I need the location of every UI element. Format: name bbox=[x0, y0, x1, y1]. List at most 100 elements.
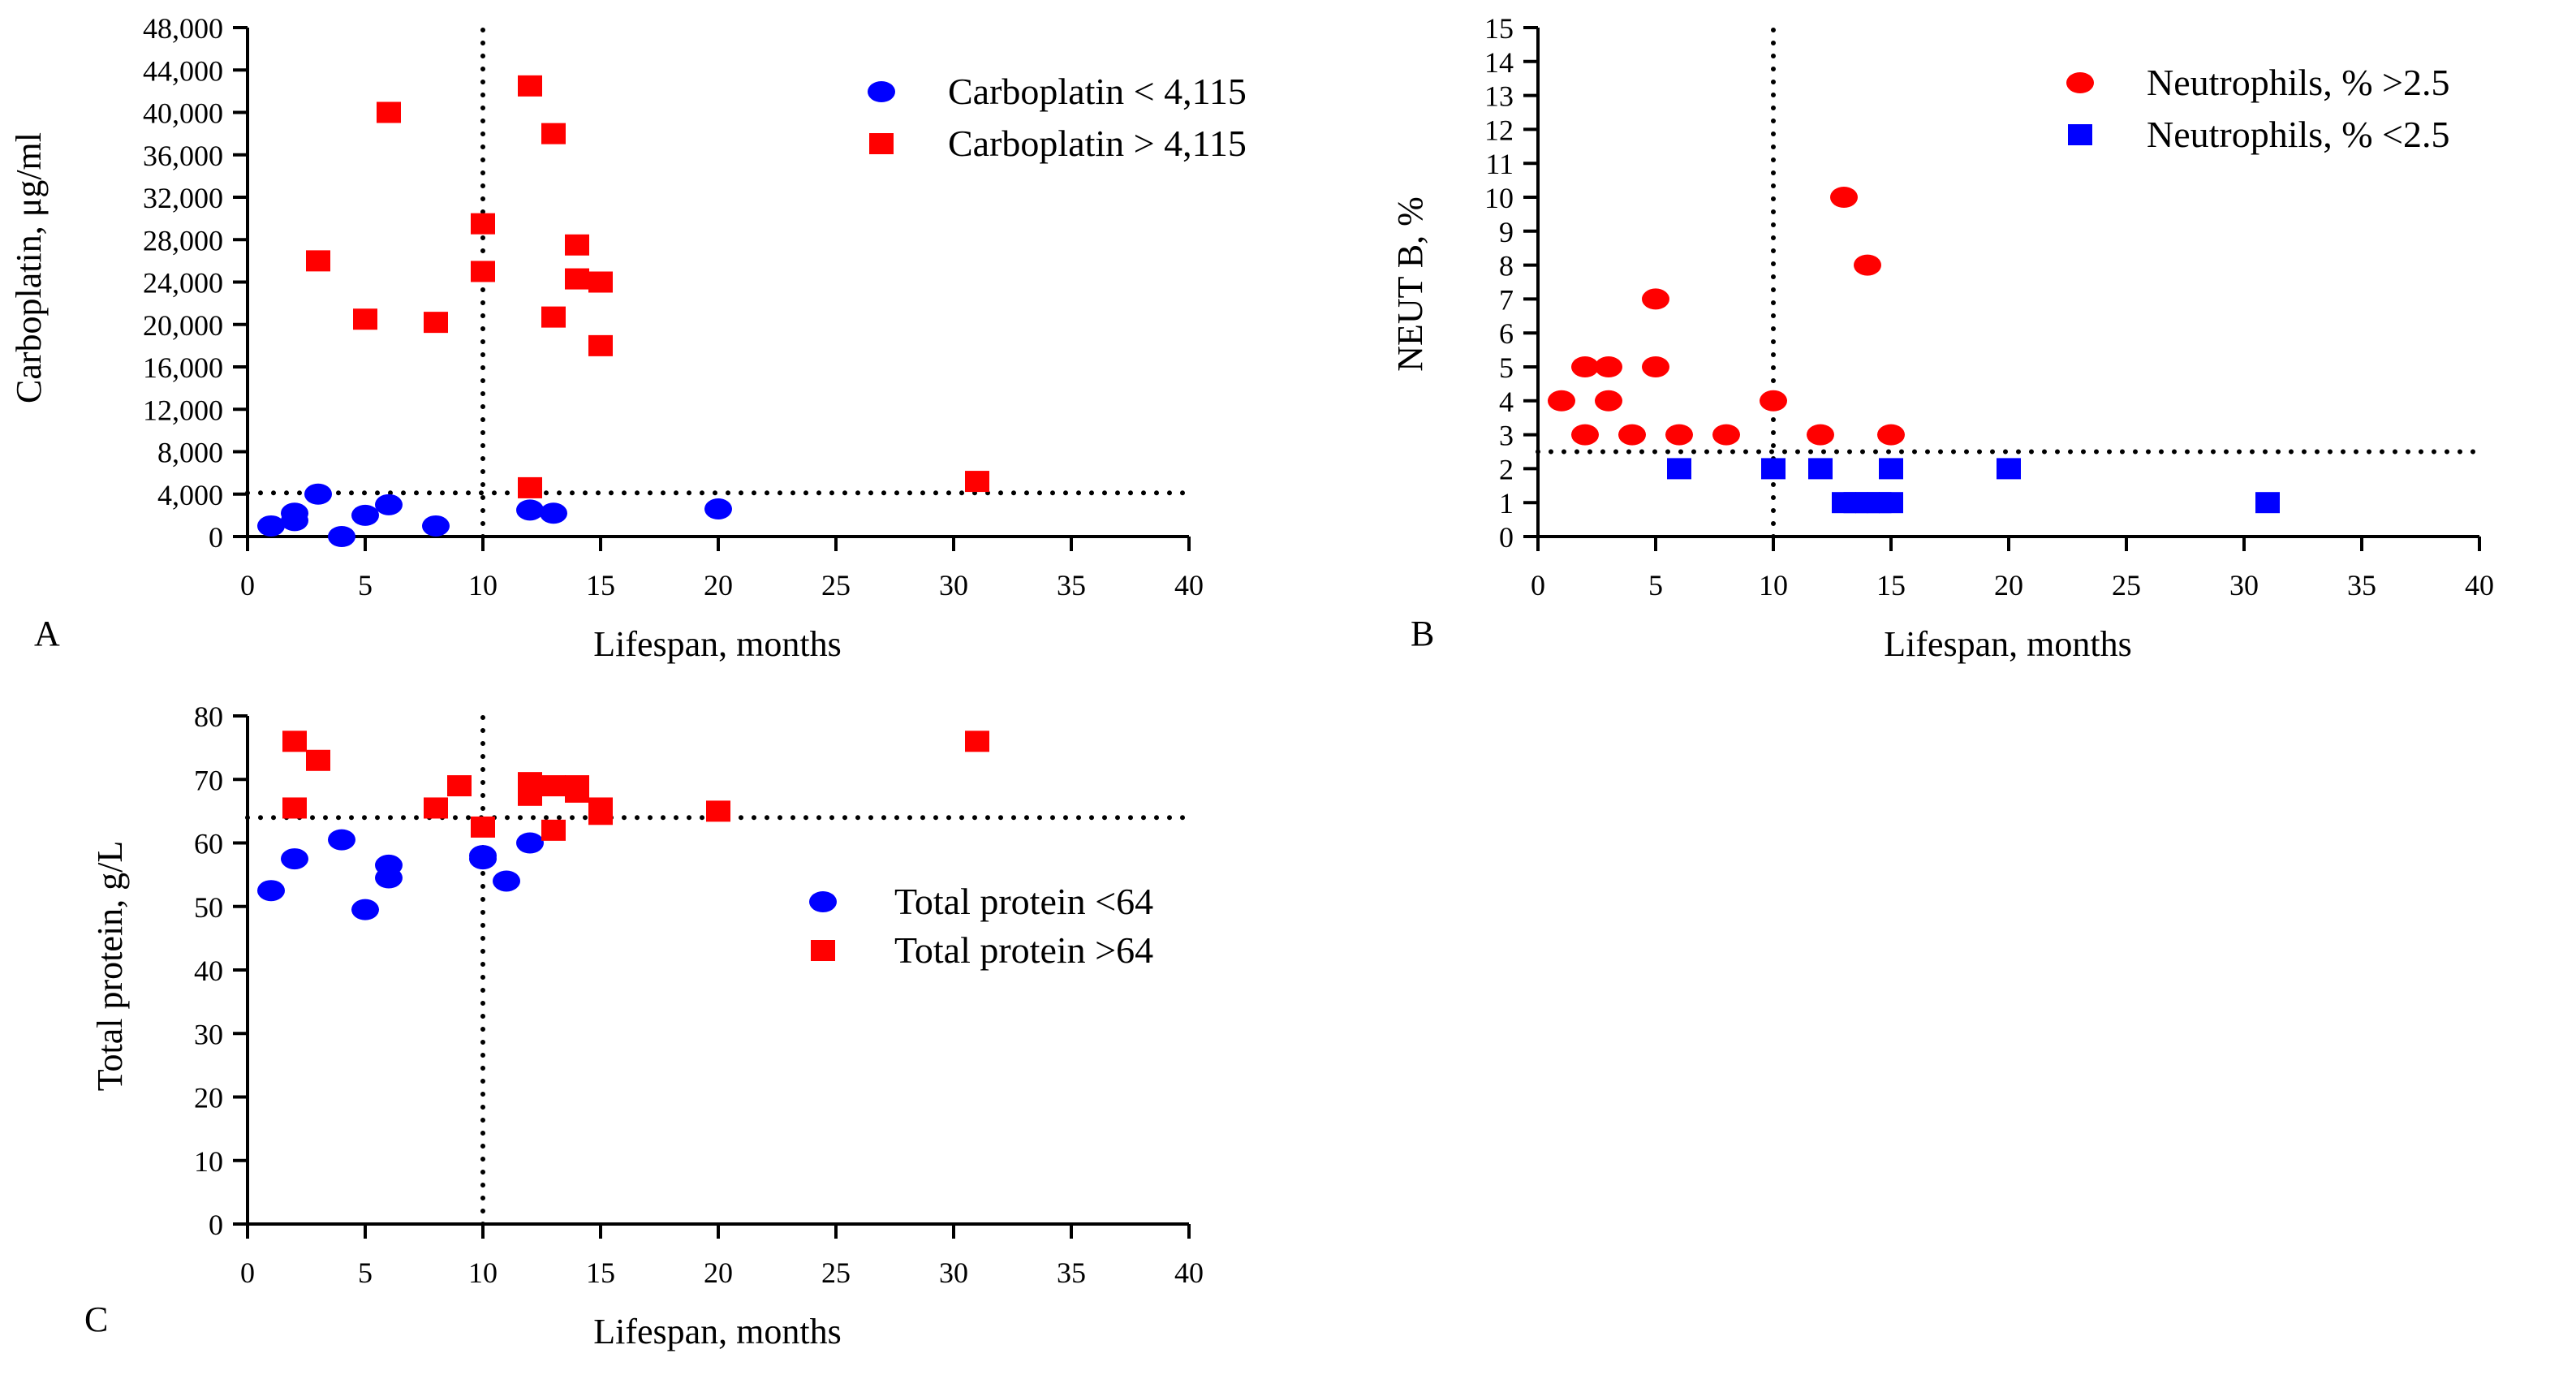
panel-b-series-0-point bbox=[1595, 356, 1622, 377]
panel-a-x-tick-label: 25 bbox=[821, 569, 851, 601]
panel-a-series-0-point bbox=[375, 494, 403, 515]
panel-c-letter: C bbox=[84, 1300, 108, 1339]
panel-a-series-0-point bbox=[351, 504, 379, 526]
panel-b-series-0-point bbox=[1548, 390, 1575, 412]
panel-a-series-1-point bbox=[518, 476, 542, 498]
panel-a-x-tick-label: 0 bbox=[240, 569, 255, 601]
panel-b-y-axis-title: NEUT B, % bbox=[1390, 196, 1430, 372]
panel-b-x-tick-label: 5 bbox=[1648, 569, 1663, 601]
panel-b-series-0-point bbox=[1642, 356, 1669, 377]
panel-c-y-tick-label: 30 bbox=[194, 1018, 223, 1050]
panel-b-neutrophils-chart: 0 5 10 15 20 25 30 35 400123456789101112131415Ne… bbox=[1390, 12, 2494, 664]
panel-c-y-tick-label: 40 bbox=[194, 955, 223, 987]
panel-a-series-0-point bbox=[516, 499, 544, 521]
panel-a-series-1-point bbox=[588, 271, 613, 293]
panel-c-series-1-point bbox=[424, 797, 448, 819]
panel-c-y-tick-label: 60 bbox=[194, 828, 223, 860]
panel-a-series-1-point bbox=[424, 312, 448, 334]
panel-c-x-axis-title: Lifespan, months bbox=[593, 1312, 842, 1351]
panel-a-legend-marker-0 bbox=[868, 81, 895, 102]
panel-b-series-0-point bbox=[1854, 254, 1881, 276]
panel-a-series-1-point bbox=[541, 123, 566, 144]
panel-c-legend-marker-0 bbox=[809, 891, 837, 912]
panel-b-series-1-point bbox=[2255, 492, 2280, 514]
panel-a-y-tick-label: 24,000 bbox=[143, 267, 223, 300]
panel-a-y-tick-label: 44,000 bbox=[143, 54, 223, 87]
panel-b-series-0-point bbox=[1642, 288, 1669, 310]
panel-b-series-1-point bbox=[1879, 492, 1903, 514]
panel-a-series-1-point bbox=[471, 213, 495, 235]
panel-a-series-1-point bbox=[353, 308, 377, 330]
panel-b-legend-label-1: Neutrophils, % <2.5 bbox=[2147, 114, 2449, 155]
panel-a-series-0-point bbox=[540, 502, 567, 524]
panel-c-series-0-point bbox=[328, 829, 355, 851]
panel-a-y-tick-label: 8,000 bbox=[157, 437, 223, 469]
panel-b-x-tick-label: 10 bbox=[1759, 569, 1788, 601]
panel-c-legend-marker-1 bbox=[811, 940, 835, 961]
panel-b-series-0-point bbox=[1760, 390, 1787, 412]
panel-c-x-tick-label: 30 bbox=[939, 1256, 968, 1289]
panel-c-y-tick-label: 50 bbox=[194, 891, 223, 924]
panel-a-series-0-point bbox=[704, 498, 732, 520]
panel-b-series-1-point bbox=[1761, 458, 1786, 480]
panel-c-y-axis-title: Total protein, g/L bbox=[90, 841, 130, 1092]
panel-a-legend-marker-1 bbox=[869, 133, 894, 154]
panel-a-series-1-point bbox=[518, 75, 542, 97]
panel-b-x-tick-label: 25 bbox=[2112, 569, 2141, 601]
panel-b-series-1-point bbox=[1808, 458, 1833, 480]
panel-b-legend-marker-0 bbox=[2066, 72, 2094, 93]
panel-b-series-1-point bbox=[1667, 458, 1691, 480]
panel-b-series-0-point bbox=[1807, 424, 1834, 446]
panel-c-x-tick-label: 35 bbox=[1057, 1256, 1086, 1289]
panel-c-x-tick-label: 25 bbox=[821, 1256, 851, 1289]
panel-c-x-tick-label: 5 bbox=[358, 1256, 373, 1289]
panel-c-series-1-point bbox=[471, 816, 495, 838]
panel-b-x-tick-label: 15 bbox=[1876, 569, 1906, 601]
panel-c-y-tick-label: 20 bbox=[194, 1082, 223, 1114]
panel-c-series-0-point bbox=[516, 832, 544, 854]
panel-c-y-tick-label: 10 bbox=[194, 1145, 223, 1178]
panel-b-y-tick-label: 13 bbox=[1484, 80, 1514, 113]
panel-a-series-0-point bbox=[304, 483, 332, 505]
panel-b-series-0-point bbox=[1877, 424, 1905, 446]
panel-b-series-0-point bbox=[1712, 424, 1740, 446]
panel-a-x-tick-label: 40 bbox=[1174, 569, 1204, 601]
panel-b-x-tick-label: 30 bbox=[2229, 569, 2259, 601]
panel-c-series-1-point bbox=[282, 731, 307, 752]
panel-b-series-0-point bbox=[1571, 356, 1599, 377]
panel-a-legend-label-1: Carboplatin > 4,115 bbox=[948, 123, 1247, 164]
panel-c-y-tick-label: 70 bbox=[194, 764, 223, 796]
panel-a-series-1-point bbox=[588, 334, 613, 356]
panel-a-x-tick-label: 10 bbox=[468, 569, 498, 601]
panel-b-y-tick-label: 2 bbox=[1499, 453, 1514, 485]
panel-b-y-tick-label: 6 bbox=[1499, 317, 1514, 350]
panel-c-series-1-point bbox=[706, 800, 730, 822]
panel-b-y-tick-label: 4 bbox=[1499, 386, 1514, 418]
panel-a-series-1-point bbox=[965, 471, 989, 493]
panel-c-series-1-point bbox=[518, 784, 542, 806]
panel-a-x-tick-label: 20 bbox=[704, 569, 733, 601]
panel-b-letter: B bbox=[1411, 614, 1434, 653]
panel-a-x-tick-label: 30 bbox=[939, 569, 968, 601]
panel-b-x-tick-label: 20 bbox=[1994, 569, 2023, 601]
panel-a-y-tick-label: 28,000 bbox=[143, 224, 223, 256]
panel-a-series-0-point bbox=[422, 515, 450, 537]
panel-c-series-0-point bbox=[281, 848, 308, 870]
panel-b-series-0-point bbox=[1830, 187, 1858, 208]
panel-c-x-tick-label: 20 bbox=[704, 1256, 733, 1289]
panel-c-legend-label-0: Total protein <64 bbox=[894, 881, 1153, 922]
panel-b-y-tick-label: 15 bbox=[1484, 12, 1514, 45]
panel-b-y-tick-label: 0 bbox=[1499, 521, 1514, 554]
panel-b-legend-marker-1 bbox=[2068, 124, 2092, 145]
panel-a-y-tick-label: 48,000 bbox=[143, 12, 223, 45]
panel-b-y-tick-label: 10 bbox=[1484, 182, 1514, 214]
panel-b-x-tick-label: 0 bbox=[1531, 569, 1545, 601]
panel-c-x-tick-label: 15 bbox=[586, 1256, 615, 1289]
panel-a-y-tick-label: 40,000 bbox=[143, 97, 223, 130]
panel-a-series-1-point bbox=[565, 234, 589, 256]
panel-a-y-tick-label: 16,000 bbox=[143, 351, 223, 384]
panel-b-y-tick-label: 12 bbox=[1484, 114, 1514, 146]
panel-c-y-tick-label: 0 bbox=[209, 1209, 223, 1241]
panel-a-series-1-point bbox=[306, 250, 330, 272]
